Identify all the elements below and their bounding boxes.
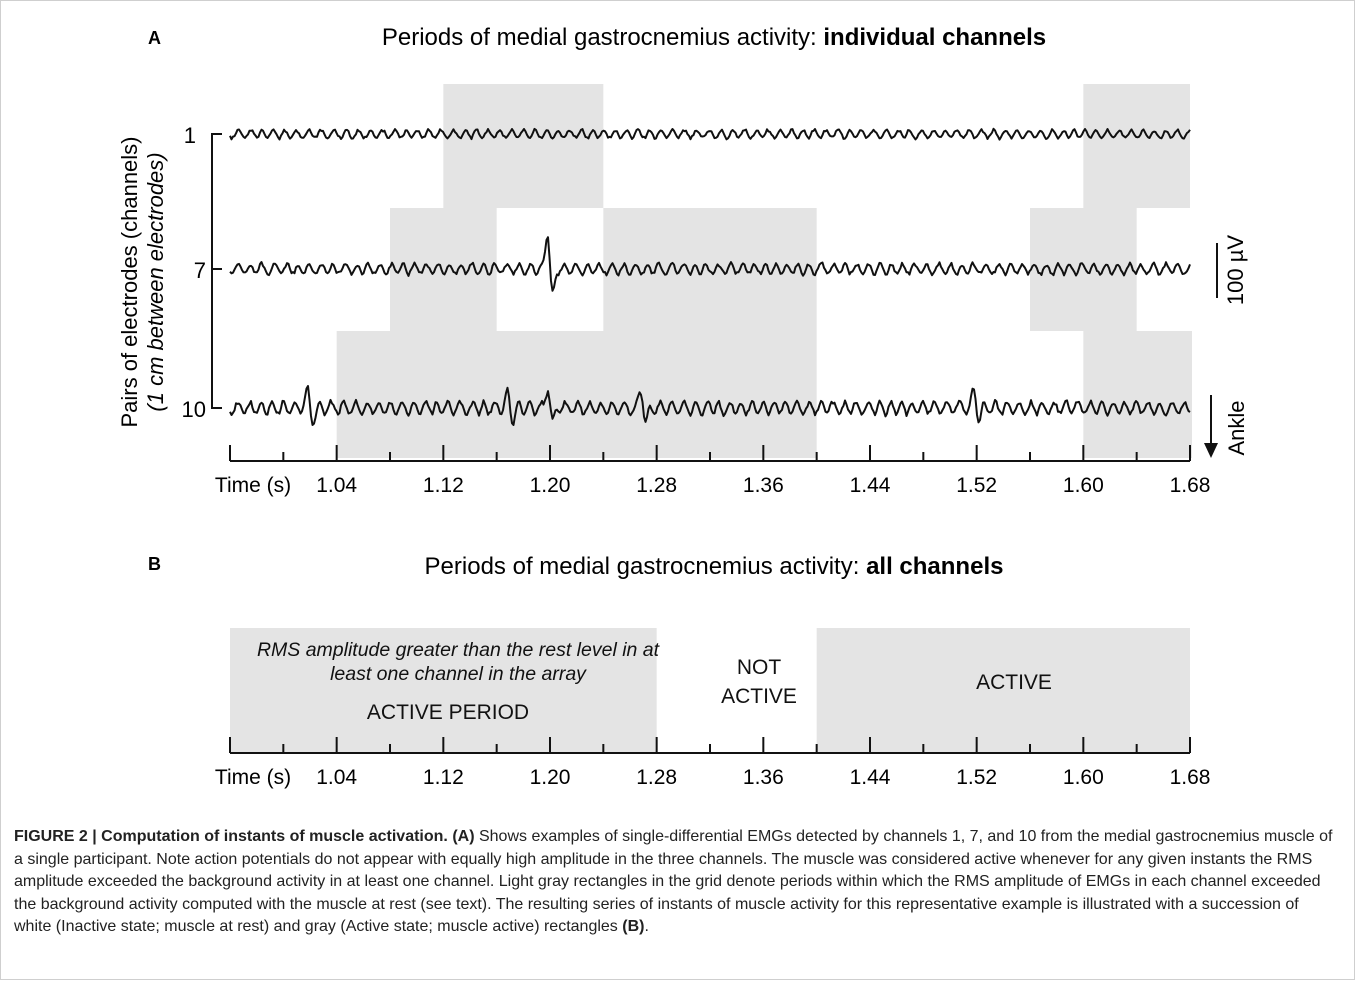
x-a-tick-label-1: 1.04 (316, 474, 357, 497)
x-b-tick-label-7: 1.52 (956, 766, 997, 789)
emg-signal-ch7 (229, 236, 1191, 292)
caption-text-2: . (644, 918, 649, 935)
scale-bar-label: 100 µV (1223, 235, 1248, 305)
panel-a-letter: A (148, 28, 161, 48)
figure-caption: FIGURE 2 | Computation of instants of mu… (14, 826, 1339, 939)
x-b-tick-label-6: 1.44 (850, 766, 891, 789)
x-b-tick-label-1: 1.04 (316, 766, 357, 789)
y-axis-label-line2: (1 cm between electrodes) (143, 152, 168, 411)
x-a-tick-label-4: 1.28 (636, 474, 677, 497)
channel-label-1: 1 (184, 123, 196, 148)
panel-b-letter: B (148, 554, 161, 574)
active-rect-ch10-1 (1083, 331, 1192, 458)
active-label: ACTIVE (976, 671, 1052, 694)
panel-a-title-bold: individual channels (823, 24, 1046, 51)
x-a-tick-label-2: 1.12 (423, 474, 464, 497)
figure-canvas: A Periods of medial gastrocnemius activi… (117, 24, 1249, 789)
x-b-tick-label-5: 1.36 (743, 766, 784, 789)
x-a-tick-label-5: 1.36 (743, 474, 784, 497)
not-active-label: NOT ACTIVE (721, 656, 797, 708)
state-rect-2 (816, 628, 1190, 752)
active-rect-ch10-0 (336, 331, 817, 458)
active-note: RMS amplitude greater than the rest leve… (256, 639, 660, 685)
panel-b-title: Periods of medial gastrocnemius activity… (425, 553, 1004, 580)
active-rect-ch1-1 (1083, 84, 1190, 208)
channel-label-10: 10 (182, 397, 206, 422)
active-rect-ch7-0 (390, 208, 497, 331)
x-b-tick-label-2: 1.12 (423, 766, 464, 789)
x-b-tick-label-4: 1.28 (636, 766, 677, 789)
x-a-tick-label-3: 1.20 (530, 474, 571, 497)
x-a-tick-label-6: 1.44 (850, 474, 891, 497)
emg-signal-ch1 (229, 127, 1191, 141)
x-b-tick-label-8: 1.60 (1063, 766, 1104, 789)
caption-text-1: Shows examples of single-differential EM… (14, 828, 1333, 935)
active-period-rects-a (336, 84, 1192, 458)
channel-label-7: 7 (194, 258, 206, 283)
panel-a-title-regular: Periods of medial gastrocnemius activity… (382, 24, 824, 51)
state-rect-0 (230, 628, 657, 752)
x-a-tick-label-7: 1.52 (956, 474, 997, 497)
activity-state-rects-b (230, 628, 1190, 752)
x-axis-b: Time (s) 1.04 1.12 1.20 1.28 1.36 1.44 1.52 1.60… (215, 737, 1211, 789)
caption-ref-a: (A) (452, 828, 475, 845)
emg-signals (229, 127, 1191, 426)
x-a-tick-label-0: Time (s) (215, 474, 291, 497)
active-rect-ch7-2 (1030, 208, 1137, 331)
active-rect-ch1-0 (443, 84, 604, 208)
x-b-tick-label-9: 1.68 (1170, 766, 1211, 789)
x-axis-a: Time (s) 1.04 1.12 1.20 1.28 1.36 1.44 1.52 1.60… (215, 445, 1211, 497)
panel-a-title: Periods of medial gastrocnemius activity… (382, 24, 1046, 51)
panel-b-title-regular: Periods of medial gastrocnemius activity… (425, 553, 867, 580)
ankle-arrow-icon (1204, 443, 1218, 458)
x-b-tick-label-3: 1.20 (530, 766, 571, 789)
caption-ref-b: (B) (622, 918, 645, 935)
x-b-tick-label-0: Time (s) (215, 766, 291, 789)
active-period-label: ACTIVE PERIOD (366, 701, 530, 724)
y-axis-label-line1: Pairs of electrodes (channels) (117, 136, 142, 427)
panel-b-title-bold: all channels (866, 553, 1003, 580)
x-a-tick-label-9: 1.68 (1170, 474, 1211, 497)
ankle-label: Ankle (1224, 400, 1249, 455)
emg-signal-ch10 (229, 385, 1191, 426)
caption-figure-label: FIGURE 2 | Computation of instants of mu… (14, 828, 448, 845)
x-a-tick-label-8: 1.60 (1063, 474, 1104, 497)
